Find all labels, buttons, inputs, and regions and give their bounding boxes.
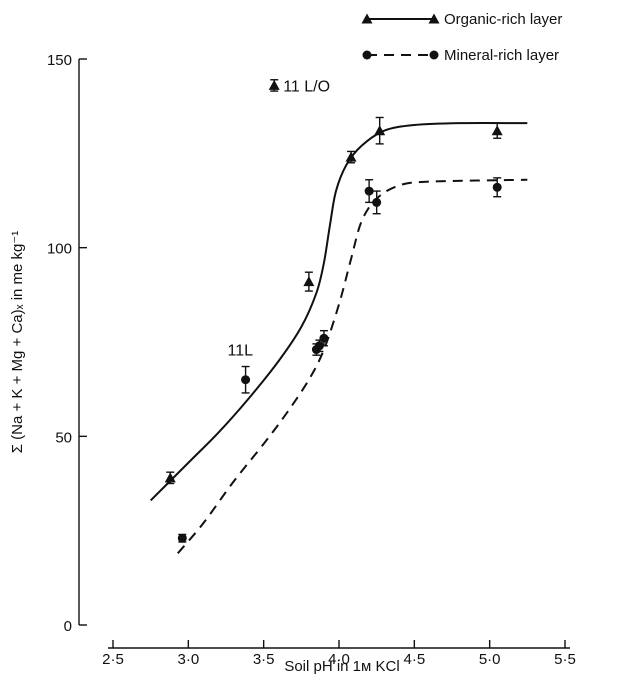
legend: Organic-rich layer Mineral-rich layer — [361, 11, 562, 64]
point-annotation: 11 L/O — [283, 78, 330, 95]
organic-data-point — [374, 125, 386, 136]
annotations: 11 L/O 11L — [228, 78, 331, 359]
y-axis-title: Σ (Na + K + Mg + Ca)ₓ in me kg⁻¹ — [9, 231, 26, 454]
x-tick-label: 2·5 — [102, 651, 124, 668]
mineral-data-point — [314, 341, 324, 351]
annotated-data-point — [268, 79, 280, 90]
organic-data-point — [491, 125, 503, 136]
x-tick-label: 3·0 — [177, 651, 199, 668]
x-tick-label: 4·5 — [403, 651, 425, 668]
axes: 0 50 100 150 2·5 3·0 3·5 4·0 4·5 5·0 5·5 Soil pH … — [9, 52, 576, 675]
fit-curve-organic — [149, 122, 528, 502]
x-axis-title: Soil pH in 1м KCl — [284, 658, 399, 675]
point-annotation: 11L — [228, 343, 254, 360]
y-tick-label: 50 — [55, 429, 72, 446]
legend-marker — [428, 13, 440, 24]
legend-label: Mineral-rich layer — [444, 47, 559, 64]
mineral-data-point — [177, 533, 187, 543]
mineral-data-point — [364, 186, 374, 196]
legend-marker — [429, 50, 439, 60]
legend-marker — [362, 50, 372, 60]
organic-data-point — [164, 472, 176, 483]
y-tick-label: 100 — [47, 241, 72, 258]
x-tick-label: 4·0 — [328, 651, 350, 668]
x-tick-label: 5·5 — [554, 651, 576, 668]
mineral-data-point — [241, 375, 251, 385]
data-points — [164, 116, 503, 543]
legend-label: Organic-rich layer — [444, 11, 562, 28]
fit-curve-mineral — [177, 178, 528, 554]
mineral-data-point — [372, 197, 382, 207]
organic-data-point — [345, 151, 357, 162]
mineral-data-point — [319, 333, 329, 343]
legend-marker — [361, 13, 373, 24]
organic-data-point — [303, 276, 315, 287]
x-tick-label: 3·5 — [253, 651, 275, 668]
y-tick-label: 150 — [47, 52, 72, 69]
fit-curves — [149, 122, 528, 554]
y-ticks: 0 50 100 150 — [47, 52, 87, 635]
x-ticks: 2·5 3·0 3·5 4·0 4·5 5·0 5·5 — [102, 640, 576, 668]
y-tick-label: 0 — [64, 618, 72, 635]
x-tick-label: 5·0 — [479, 651, 501, 668]
mineral-data-point — [492, 182, 502, 192]
